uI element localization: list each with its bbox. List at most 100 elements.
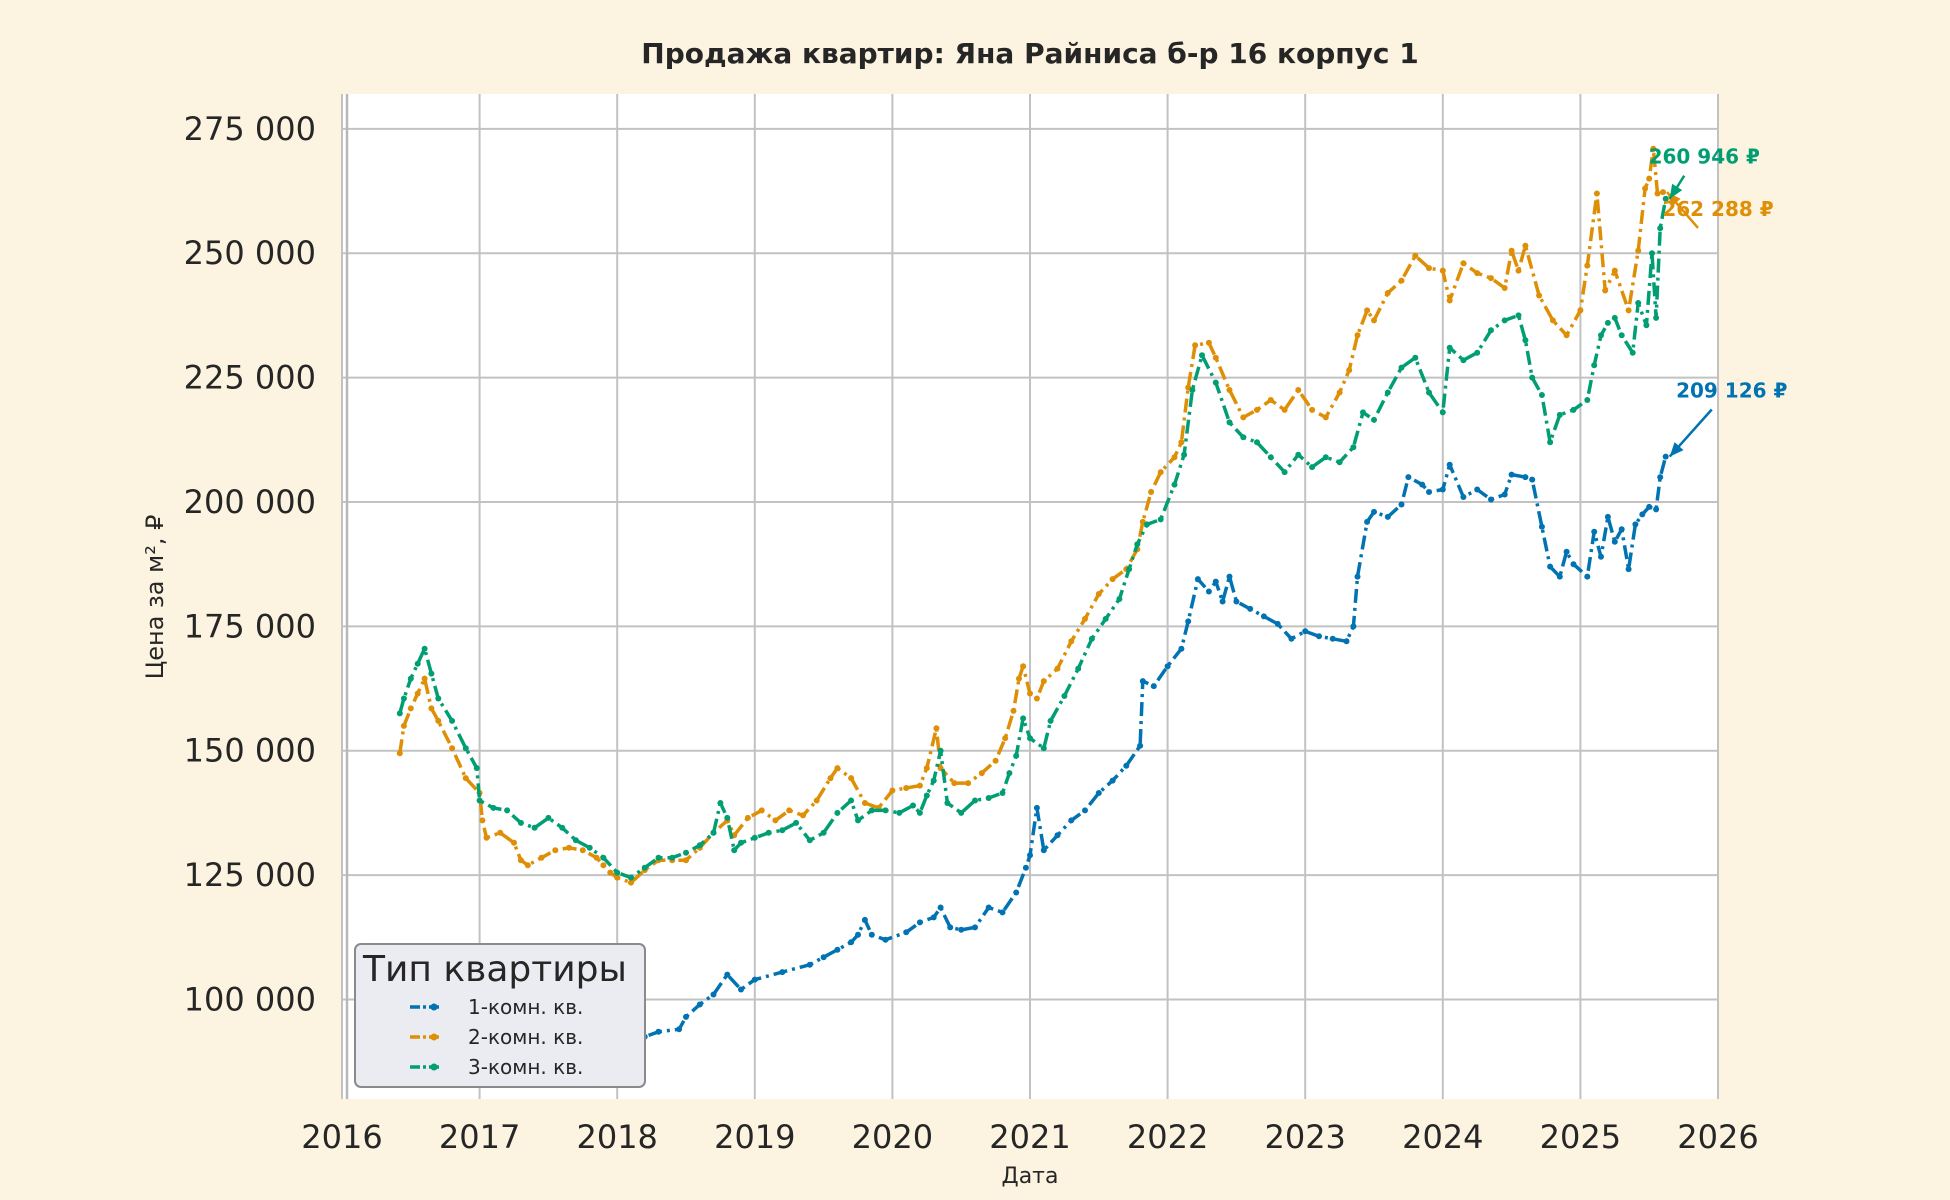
data-point: [1629, 349, 1636, 356]
data-point: [806, 837, 813, 844]
data-point: [1185, 618, 1192, 625]
data-point: [1295, 387, 1302, 393]
data-point: [1247, 605, 1254, 612]
data-point: [1646, 503, 1653, 510]
data-point: [903, 785, 910, 791]
annotation-arrowhead: [1669, 183, 1683, 199]
data-point: [1040, 745, 1047, 752]
x-tick-label: 2023: [1264, 1118, 1345, 1156]
data-point: [1515, 312, 1522, 319]
data-point: [490, 804, 497, 811]
data-point: [1501, 285, 1508, 291]
data-point: [1171, 481, 1178, 488]
data-point: [1632, 521, 1639, 528]
data-point: [421, 645, 428, 652]
data-point: [1288, 635, 1295, 642]
data-point: [965, 780, 972, 787]
y-axis-label: Цена за м², ₽: [141, 515, 169, 680]
series-line: [398, 198, 1668, 880]
data-point: [600, 854, 607, 861]
data-point: [1309, 406, 1316, 413]
data-point: [916, 809, 923, 816]
data-point: [1584, 573, 1591, 580]
data-point: [1598, 332, 1604, 339]
data-point: [479, 817, 486, 824]
data-point: [779, 969, 786, 976]
data-point: [1426, 265, 1432, 272]
data-point: [1350, 623, 1357, 630]
data-point: [1371, 416, 1377, 423]
data-point: [421, 675, 428, 682]
data-point: [1529, 476, 1536, 483]
data-point: [1384, 290, 1391, 296]
data-point: [538, 854, 545, 861]
data-point: [1022, 864, 1029, 871]
data-point: [1139, 678, 1146, 685]
y-tick-label: 250 000: [184, 234, 316, 272]
data-point: [497, 829, 504, 836]
data-point: [855, 817, 861, 824]
data-point: [1054, 665, 1061, 672]
data-point: [1556, 411, 1563, 418]
data-point: [1650, 145, 1657, 152]
data-point: [903, 929, 910, 936]
data-point: [882, 936, 889, 943]
data-point: [655, 854, 662, 861]
x-tick-label: 2018: [576, 1118, 657, 1156]
data-point: [1144, 521, 1150, 528]
data-point: [731, 847, 738, 854]
series-1: [396, 453, 1669, 1048]
data-point: [1027, 690, 1033, 697]
data-point: [751, 976, 758, 983]
data-point: [1653, 314, 1660, 321]
data-point: [827, 775, 834, 782]
data-point: [1212, 379, 1219, 386]
data-point: [696, 1001, 703, 1008]
data-point: [1398, 277, 1405, 284]
data-point: [868, 807, 875, 814]
data-point: [1295, 451, 1302, 458]
data-point: [933, 725, 940, 732]
data-point: [999, 790, 1006, 796]
data-point: [861, 916, 868, 923]
data-point: [1212, 354, 1219, 361]
data-point: [1040, 678, 1047, 685]
data-point: [738, 986, 744, 993]
data-point: [414, 690, 421, 697]
data-point: [1412, 354, 1419, 361]
data-point: [1604, 513, 1611, 520]
data-point: [916, 919, 923, 926]
data-point: [586, 844, 593, 851]
grid: [341, 94, 1719, 1099]
data-point: [676, 1026, 683, 1033]
data-point: [848, 939, 855, 946]
data-point: [435, 717, 442, 724]
data-point: [1474, 349, 1481, 356]
data-point: [1602, 287, 1609, 294]
data-point: [1398, 364, 1405, 371]
data-point: [476, 797, 483, 804]
data-point: [1082, 807, 1088, 814]
data-point: [545, 814, 552, 821]
data-point: [793, 819, 800, 826]
data-point: [868, 931, 875, 938]
data-point: [1657, 225, 1664, 232]
series-line: [398, 146, 1664, 885]
data-point: [916, 782, 923, 789]
data-point: [1040, 847, 1047, 854]
data-point: [517, 819, 524, 826]
data-point: [593, 854, 600, 861]
data-point: [1522, 242, 1529, 249]
data-point: [1354, 573, 1361, 580]
data-point: [414, 660, 421, 667]
data-point: [435, 695, 442, 702]
data-point: [1274, 620, 1281, 627]
data-point: [1549, 317, 1556, 324]
data-point: [1329, 635, 1336, 642]
annotation-label: 260 946 ₽: [1649, 145, 1760, 169]
y-tick-label: 125 000: [184, 856, 316, 894]
data-point: [1446, 297, 1453, 304]
data-point: [1194, 576, 1201, 583]
data-point: [1412, 252, 1419, 259]
